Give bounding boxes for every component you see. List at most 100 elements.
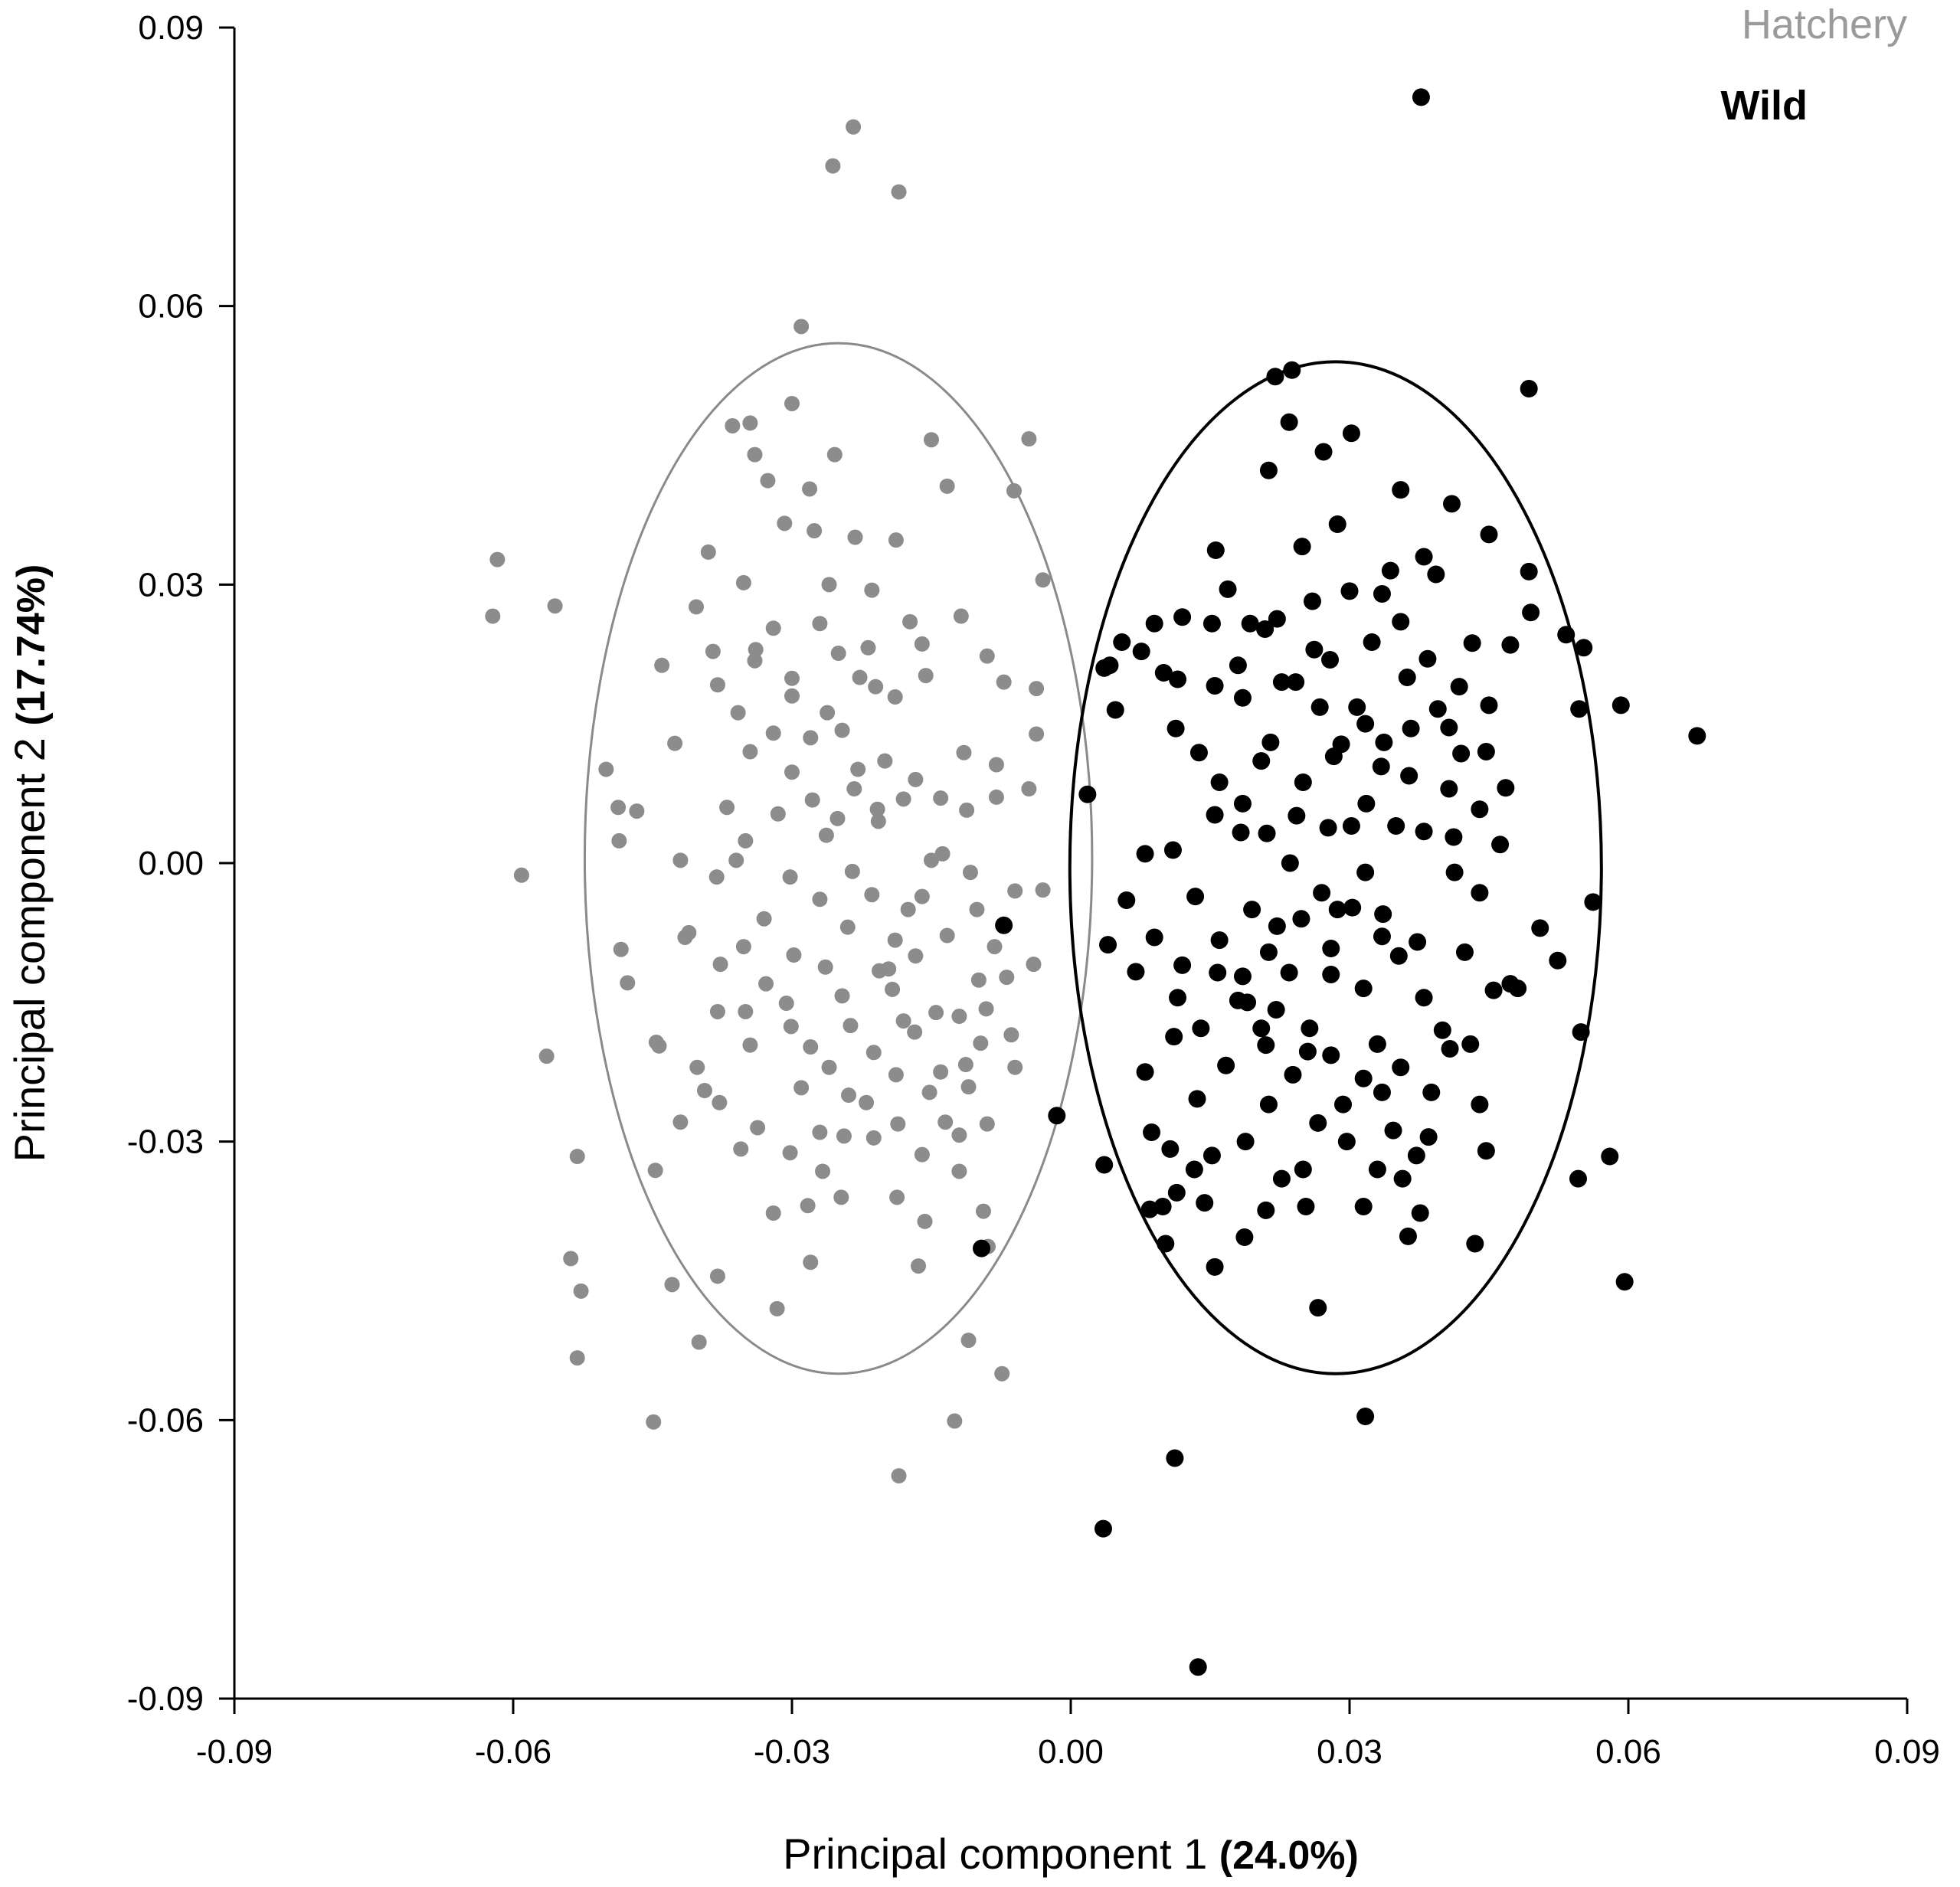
data-point-hatchery — [934, 845, 951, 862]
data-point-hatchery — [725, 418, 741, 434]
data-point-wild — [1099, 936, 1117, 954]
data-point-wild — [1452, 744, 1471, 763]
data-point-wild — [1340, 582, 1359, 600]
data-point-hatchery — [750, 1120, 766, 1136]
data-point-wild — [1127, 963, 1145, 981]
data-point-hatchery — [1035, 572, 1051, 588]
data-point-wild — [1363, 633, 1381, 651]
data-point-wild — [1259, 1095, 1278, 1114]
data-point-wild — [1310, 698, 1329, 716]
data-point-hatchery — [547, 598, 563, 614]
data-point-hatchery — [709, 677, 725, 693]
data-point-wild — [1145, 928, 1163, 947]
y-tick-label: -0.09 — [127, 1680, 204, 1718]
data-point-hatchery — [735, 939, 751, 955]
data-point-hatchery — [924, 432, 939, 448]
data-point-hatchery — [933, 790, 949, 806]
data-point-hatchery — [829, 810, 846, 826]
data-point-hatchery — [620, 975, 636, 991]
data-point-hatchery — [865, 1130, 882, 1146]
confidence-ellipse-wild — [1068, 360, 1603, 1375]
data-point-hatchery — [709, 1003, 725, 1019]
data-point-wild — [1206, 541, 1225, 559]
data-point-wild — [1480, 525, 1498, 544]
data-point-hatchery — [738, 1003, 754, 1019]
data-point-wild — [1407, 1146, 1425, 1165]
data-point-hatchery — [689, 1059, 705, 1075]
data-point-hatchery — [712, 1094, 728, 1110]
data-point-hatchery — [784, 670, 800, 686]
x-axis-title: Principal component 1 (24.0%) — [783, 1830, 1359, 1878]
data-point-wild — [1095, 1156, 1114, 1174]
data-point-wild — [1287, 673, 1305, 692]
data-point-hatchery — [887, 932, 903, 948]
data-point-wild — [1415, 548, 1433, 566]
data-point-hatchery — [672, 852, 689, 868]
data-point-hatchery — [864, 582, 880, 598]
data-point-hatchery — [830, 646, 846, 662]
data-point-wild — [1209, 963, 1227, 982]
data-point-wild — [1188, 1090, 1206, 1108]
data-point-wild — [1354, 1198, 1373, 1216]
data-point-hatchery — [834, 988, 850, 1004]
data-point-hatchery — [843, 1018, 859, 1034]
data-point-wild — [1471, 1095, 1489, 1114]
data-point-hatchery — [877, 753, 893, 769]
data-point-wild — [1319, 819, 1337, 837]
data-point-hatchery — [962, 865, 978, 881]
data-point-hatchery — [782, 1145, 798, 1161]
data-point-wild — [1400, 767, 1418, 785]
data-point-wild — [1392, 613, 1410, 631]
data-point-wild — [1229, 991, 1247, 1009]
data-point-wild — [1392, 481, 1410, 499]
data-point-hatchery — [821, 1059, 837, 1075]
data-point-wild — [1466, 1235, 1484, 1253]
data-point-wild — [1461, 1035, 1480, 1053]
data-point-wild — [1233, 794, 1252, 813]
data-point-wild — [1173, 608, 1192, 626]
data-point-wild — [1117, 891, 1136, 909]
data-point-wild — [1411, 1204, 1429, 1222]
data-point-wild — [1229, 656, 1247, 675]
data-point-wild — [1477, 743, 1495, 761]
data-point-wild — [1442, 495, 1461, 513]
data-point-hatchery — [908, 948, 924, 964]
data-point-wild — [1450, 678, 1468, 696]
data-point-hatchery — [730, 705, 746, 721]
data-point-wild — [1321, 651, 1340, 669]
data-point-hatchery — [939, 478, 955, 494]
data-point-hatchery — [885, 981, 901, 997]
data-point-wild — [1384, 1121, 1402, 1140]
data-point-wild — [1332, 735, 1350, 754]
y-tick-label: -0.06 — [127, 1401, 204, 1439]
data-point-hatchery — [782, 869, 798, 885]
data-point-hatchery — [1026, 957, 1042, 973]
data-point-hatchery — [538, 1048, 555, 1065]
data-point-wild — [1132, 643, 1150, 661]
data-point-wild — [1463, 634, 1481, 652]
data-point-wild — [1143, 1123, 1161, 1142]
data-point-wild — [1136, 845, 1154, 863]
data-point-hatchery — [956, 744, 972, 760]
data-point-wild — [1284, 1065, 1302, 1084]
data-point-hatchery — [646, 1414, 662, 1430]
data-point-hatchery — [573, 1283, 589, 1299]
data-points — [485, 88, 1706, 1676]
data-point-hatchery — [733, 1141, 749, 1157]
data-point-wild — [1266, 368, 1284, 386]
data-point-wild — [1569, 1169, 1587, 1188]
data-point-wild — [1343, 898, 1362, 917]
data-point-hatchery — [978, 1001, 994, 1017]
data-point-wild — [1113, 633, 1131, 651]
data-point-hatchery — [928, 1005, 944, 1021]
data-point-hatchery — [975, 1203, 991, 1219]
data-point-hatchery — [793, 319, 810, 335]
data-point-wild — [1154, 663, 1173, 682]
data-point-hatchery — [691, 1334, 707, 1350]
data-point-hatchery — [1021, 781, 1037, 797]
data-point-wild — [1455, 943, 1474, 961]
data-point-hatchery — [812, 891, 828, 908]
data-point-wild — [1387, 817, 1405, 836]
data-point-wild — [1389, 947, 1408, 965]
data-point-wild — [1189, 744, 1208, 762]
